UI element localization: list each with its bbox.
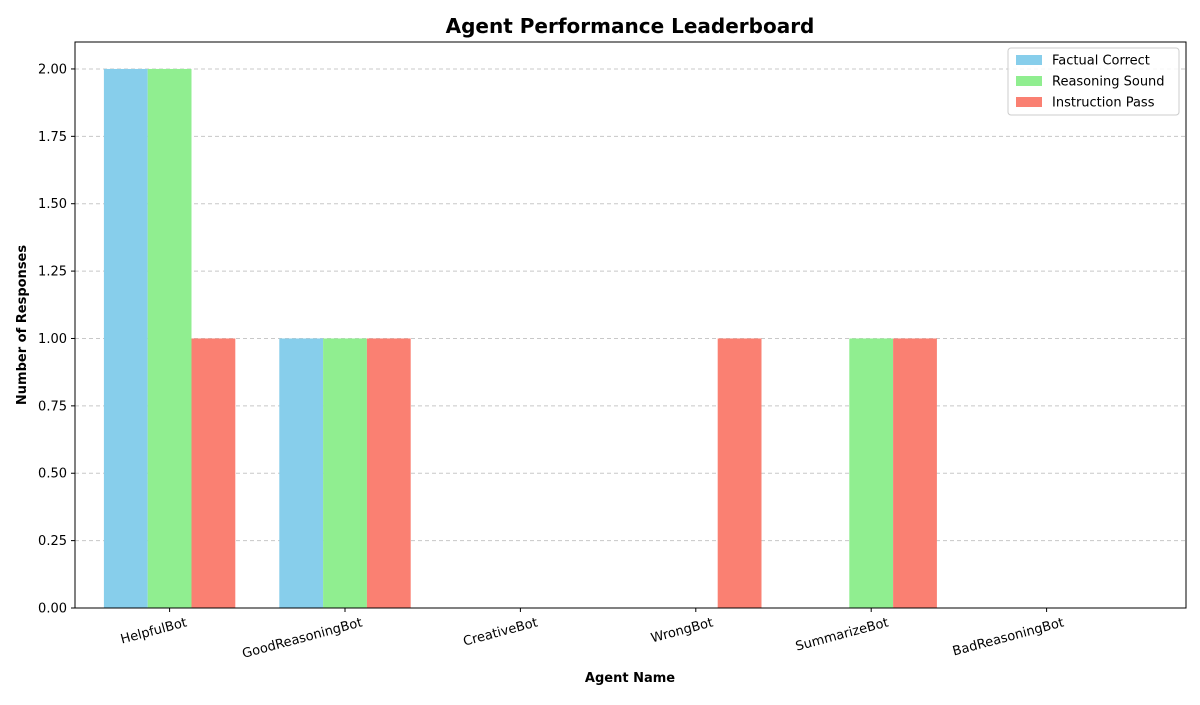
legend-swatch <box>1016 55 1042 65</box>
chart-title: Agent Performance Leaderboard <box>446 14 815 38</box>
bar-instruction-pass-goodreasoningbot <box>366 338 411 608</box>
bar-instruction-pass-helpfulbot <box>191 338 236 608</box>
y-tick-label: 1.00 <box>38 332 67 347</box>
y-tick-label: 0.75 <box>38 399 67 414</box>
y-tick-label: 0.00 <box>38 602 67 617</box>
y-tick-label: 1.75 <box>38 130 67 145</box>
y-tick-label: 2.00 <box>38 62 67 77</box>
y-tick-label: 0.50 <box>38 467 67 482</box>
x-tick-label: CreativeBot <box>462 615 540 649</box>
bar-factual-correct-goodreasoningbot <box>279 338 324 608</box>
y-tick-label: 1.50 <box>38 197 67 212</box>
x-axis-label: Agent Name <box>585 671 675 686</box>
bar-instruction-pass-wrongbot <box>717 338 762 608</box>
grid-lines <box>75 68 1186 609</box>
y-axis-label: Number of Responses <box>15 245 30 405</box>
bars <box>103 68 937 608</box>
x-tick-label: WrongBot <box>649 615 714 646</box>
bar-reasoning-sound-helpfulbot <box>147 68 192 608</box>
legend[interactable]: Factual Correct Reasoning Sound Instructio… <box>1007 47 1180 116</box>
x-tick-label: HelpfulBot <box>119 615 189 647</box>
legend-swatch <box>1016 97 1042 107</box>
y-tick-label: 0.25 <box>38 534 67 549</box>
y-tick-label: 1.25 <box>38 265 67 280</box>
bar-instruction-pass-summarizebot <box>893 338 937 608</box>
plot-frame <box>74 41 1187 609</box>
legend-label: Reasoning Sound <box>1052 75 1165 90</box>
legend-label: Instruction Pass <box>1052 96 1155 111</box>
x-tick-label: BadReasoningBot <box>951 615 1066 659</box>
legend-label: Factual Correct <box>1052 54 1150 69</box>
x-tick-label: GoodReasoningBot <box>241 615 364 662</box>
x-axis: HelpfulBot GoodReasoningBot CreativeBot Wro… <box>119 608 1066 662</box>
y-axis: 0.00 0.25 0.50 0.75 1.00 1.25 1.50 1.75 2.00 <box>38 62 75 617</box>
bar-reasoning-sound-summarizebot <box>849 338 894 608</box>
bar-factual-correct-helpfulbot <box>103 68 148 608</box>
legend-swatch <box>1016 76 1042 86</box>
bar-reasoning-sound-goodreasoningbot <box>323 338 367 608</box>
x-tick-label: SummarizeBot <box>794 615 890 654</box>
legend-box <box>1007 47 1180 116</box>
